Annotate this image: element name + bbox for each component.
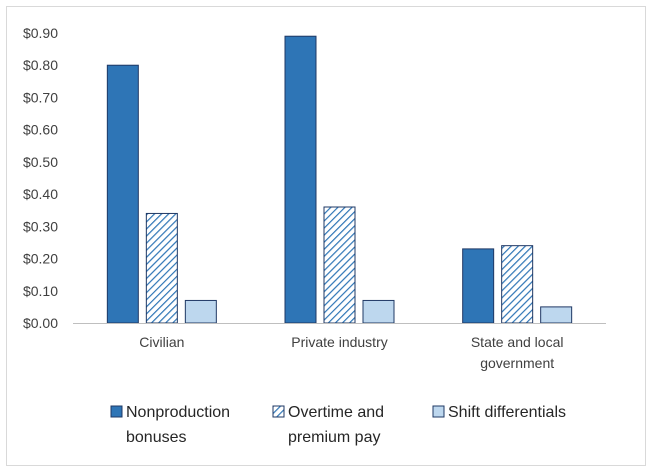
bar-nonproduction-bonuses <box>284 35 317 324</box>
legend-label: bonuses <box>126 429 187 446</box>
y-tick-label: $0.20 <box>23 251 58 267</box>
legend-swatch <box>432 405 445 418</box>
y-tick-label: $0.00 <box>23 315 58 331</box>
bar-shift-differentials <box>184 299 217 324</box>
x-axis: Civilian Private industry State and local g… <box>73 323 606 371</box>
chart-frame: $0.00 $0.10 $0.20 $0.30 $0.40 $0.50 $0.60 $0.70… <box>6 6 646 466</box>
y-axis: $0.00 $0.10 $0.20 $0.30 $0.40 $0.50 $0.60 $0.70… <box>23 25 58 331</box>
bar-shift-differentials <box>362 299 395 324</box>
x-category-label: State and local <box>471 334 564 350</box>
y-tick-label: $0.40 <box>23 186 58 202</box>
legend-label: Overtime and <box>288 404 384 421</box>
bar-overtime-and-premium-pay <box>323 206 356 324</box>
y-tick-label: $0.30 <box>23 218 58 234</box>
y-tick-label: $0.90 <box>23 25 58 41</box>
bar-shift-differentials <box>540 306 573 324</box>
y-tick-label: $0.60 <box>23 122 58 138</box>
bar-nonproduction-bonuses <box>106 64 139 324</box>
bar-nonproduction-bonuses <box>462 248 495 324</box>
y-tick-label: $0.10 <box>23 283 58 299</box>
legend: Nonproduction bonuses Overtime and premium … <box>110 404 566 446</box>
legend-label: Shift differentials <box>448 404 566 421</box>
bar-overtime-and-premium-pay <box>501 245 534 324</box>
bars-group <box>106 35 573 324</box>
legend-swatch <box>110 405 123 418</box>
x-category-label: government <box>480 355 554 371</box>
bar-overtime-and-premium-pay <box>145 212 178 324</box>
y-tick-label: $0.80 <box>23 57 58 73</box>
bar-chart: $0.00 $0.10 $0.20 $0.30 $0.40 $0.50 $0.60 $0.70… <box>23 25 606 446</box>
x-category-label: Civilian <box>139 334 184 350</box>
legend-swatch <box>272 405 285 418</box>
legend-label: premium pay <box>288 429 380 446</box>
x-category-label: Private industry <box>291 334 387 350</box>
y-tick-label: $0.70 <box>23 89 58 105</box>
y-tick-label: $0.50 <box>23 154 58 170</box>
legend-label: Nonproduction <box>126 404 230 421</box>
